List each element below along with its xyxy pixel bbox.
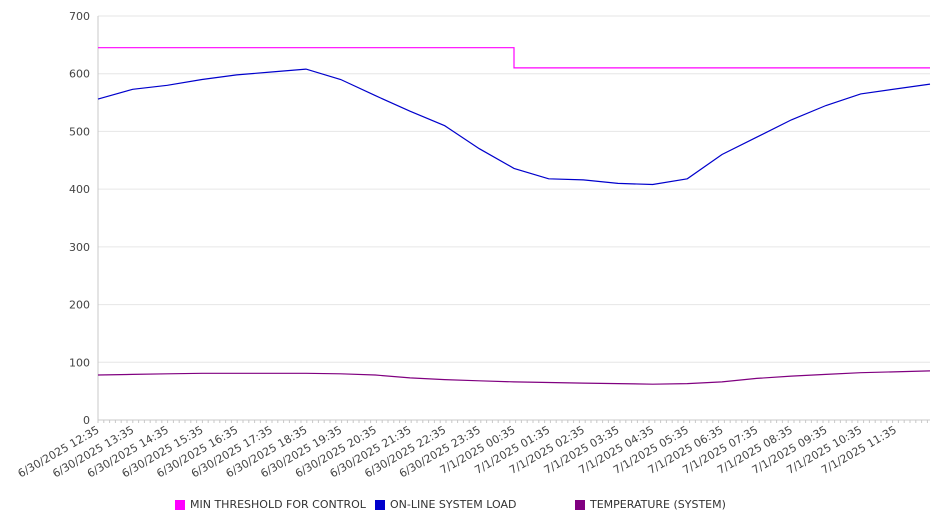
axes [97,16,930,423]
y-tick-label: 700 [69,10,90,23]
series-line-2 [97,370,931,385]
legend-label: TEMPERATURE (SYSTEM) [590,498,726,511]
y-tick-label: 200 [69,299,90,312]
legend-item-temperature[interactable]: TEMPERATURE (SYSTEM) [575,498,726,511]
legend-swatch [175,499,185,510]
y-tick-label: 500 [69,125,90,138]
legend-label: ON-LINE SYSTEM LOAD [390,498,517,511]
series-line-1 [97,68,931,186]
series-line-0 [98,47,930,69]
series-lines [97,47,931,385]
y-axis-ticks: 0 100 200 300 400 500 600 700 [69,10,90,427]
legend-item-system-load[interactable]: ON-LINE SYSTEM LOAD [375,498,516,511]
legend-swatch [575,499,585,510]
y-tick-label: 100 [69,356,90,369]
legend: MIN THRESHOLD FOR CONTROL ON-LINE SYSTEM… [0,498,946,514]
legend-label: MIN THRESHOLD FOR CONTROL [190,498,366,511]
y-tick-label: 600 [69,68,90,81]
y-tick-label: 300 [69,241,90,254]
y-tick-label: 400 [69,183,90,196]
legend-swatch [375,499,385,510]
gridlines [98,15,930,363]
x-axis-ticks: 6/30/2025 12:356/30/2025 13:356/30/2025 … [16,423,899,480]
legend-item-min-threshold[interactable]: MIN THRESHOLD FOR CONTROL [175,498,366,511]
y-tick-label: 0 [83,414,90,427]
